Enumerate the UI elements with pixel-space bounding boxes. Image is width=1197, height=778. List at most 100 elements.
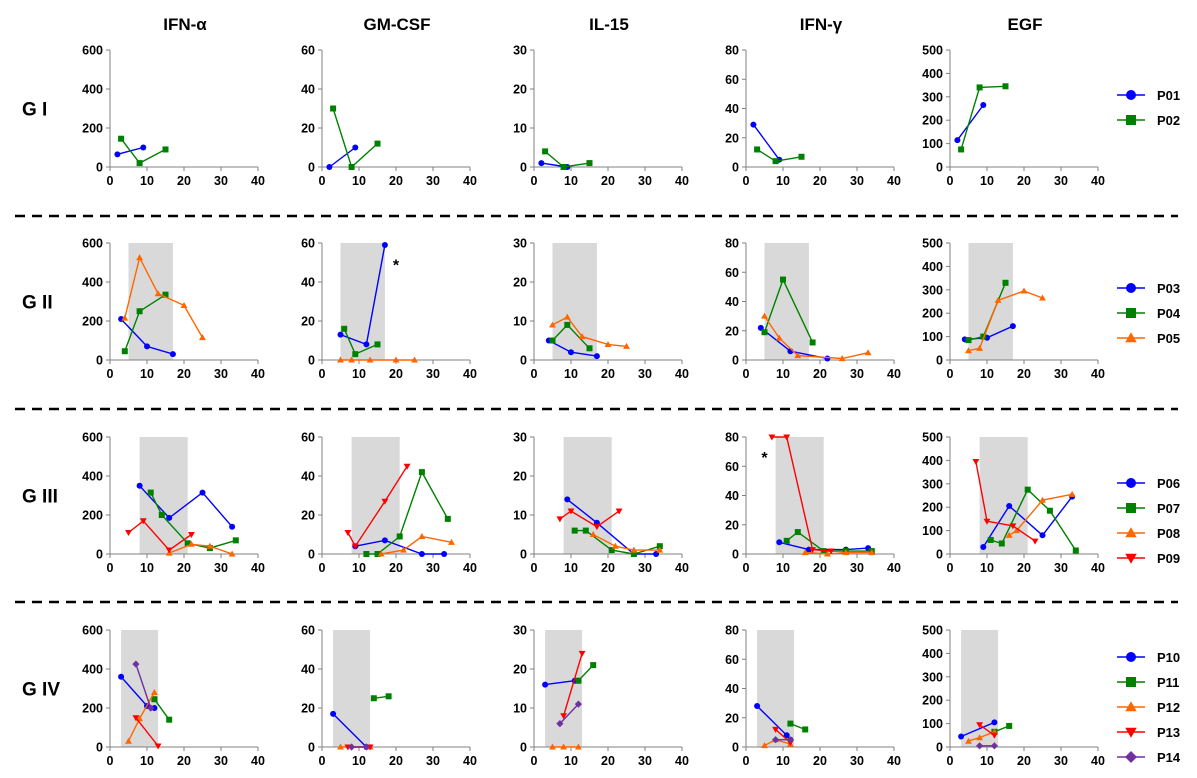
data-point-p14 [772,736,780,744]
x-tick-label: 30 [1054,367,1068,381]
y-tick-label: 600 [82,624,103,638]
x-tick-label: 20 [601,174,615,188]
data-point-p07 [396,533,403,540]
data-point-p07 [1046,507,1053,514]
data-point-p05 [366,356,374,363]
data-point-p02 [958,146,965,153]
data-point-p07 [608,547,615,554]
data-point-p05 [623,342,630,349]
series-line-p14 [559,703,579,725]
x-tick-label: 10 [564,367,578,381]
data-point-p09 [381,498,389,505]
panel: 0 100 200 300 400 500 0 10 20 30 40 [922,431,1105,576]
data-point-p04 [352,351,359,358]
series-line-p09 [559,510,620,528]
data-point-p05 [994,296,1002,303]
data-point-p09 [809,547,817,554]
y-tick-label: 400 [82,663,103,677]
y-tick-label: 60 [725,73,739,87]
x-tick-label: 0 [107,367,114,381]
data-point-p10 [151,705,158,711]
y-tick-label: 0 [308,741,315,755]
data-point-p12 [965,737,972,744]
data-point-p06 [136,482,143,489]
y-tick-label: 40 [301,470,315,484]
data-point-p02 [1002,83,1009,90]
series-line-p08 [592,533,660,551]
data-point-p14 [990,742,998,750]
data-point-p01 [538,160,545,167]
x-tick-label: 0 [947,561,954,575]
x-tick-label: 40 [887,367,901,381]
data-point-p02 [118,135,125,142]
data-point-p02 [136,160,143,167]
data-point-p08 [589,531,597,538]
data-point-p11 [370,695,377,702]
data-point-p14 [786,736,794,744]
data-point-p07 [374,551,381,557]
panel: 0 200 400 600 0 10 20 30 40 [82,624,265,769]
y-tick-label: 0 [520,161,527,175]
data-point-p14 [362,743,370,751]
panel: 0 20 40 60 80 0 10 20 30 40 [725,431,901,576]
x-tick-label: 20 [1017,561,1031,575]
data-point-p10 [958,733,965,740]
x-tick-label: 30 [850,367,864,381]
data-point-p14 [132,660,140,668]
y-tick-label: 60 [301,237,315,251]
data-point-p05 [965,347,972,354]
x-tick-label: 10 [140,754,154,768]
data-point-p08 [1068,490,1076,497]
panel: 0 10 20 30 0 10 20 30 40 [513,624,689,769]
data-point-p05 [337,356,344,363]
data-point-p14 [348,743,356,751]
x-tick-label: 10 [352,174,366,188]
x-tick-label: 20 [389,367,403,381]
data-point-p06 [418,551,425,557]
panel: 0 20 40 60 80 0 10 20 30 40 [725,237,901,382]
treatment-shade [351,437,400,554]
y-tick-label: 0 [520,354,527,368]
y-tick-label: 600 [82,237,103,251]
y-tick-label: 400 [82,83,103,97]
x-tick-label: 20 [177,754,191,768]
x-tick-label: 30 [638,561,652,575]
x-tick-label: 30 [638,367,652,381]
y-tick-label: 40 [725,102,739,116]
data-point-p06 [229,523,236,530]
data-point-p10 [783,732,790,739]
series-line-p10 [960,721,995,738]
data-point-p06 [564,496,571,503]
data-point-p08 [206,542,214,549]
series-line-p06 [139,485,233,528]
x-tick-label: 40 [675,367,689,381]
data-point-p02 [330,105,337,112]
data-point-p06 [1039,532,1046,539]
x-tick-label: 40 [251,174,265,188]
y-tick-label: 0 [936,161,943,175]
y-tick-label: 0 [96,741,103,755]
x-tick-label: 30 [850,754,864,768]
series-line-p06 [779,541,869,551]
data-point-p03 [593,353,600,360]
x-tick-label: 30 [214,754,228,768]
data-point-p09 [1009,523,1017,530]
data-point-p04 [586,345,593,352]
x-tick-label: 10 [352,561,366,575]
data-point-p12 [337,743,344,750]
legend-marker-p02 [1126,115,1136,125]
x-tick-label: 10 [980,561,994,575]
y-tick-label: 40 [725,489,739,503]
y-tick-label: 0 [732,161,739,175]
legend-label: P04 [1157,306,1181,321]
data-point-p04 [965,337,972,344]
x-tick-label: 40 [463,367,477,381]
x-tick-label: 0 [531,174,538,188]
data-point-p05 [794,352,802,359]
x-tick-label: 20 [389,754,403,768]
treatment-shade [545,630,583,747]
x-tick-label: 20 [177,367,191,381]
data-point-p07 [418,469,425,476]
data-point-p13 [154,743,162,750]
